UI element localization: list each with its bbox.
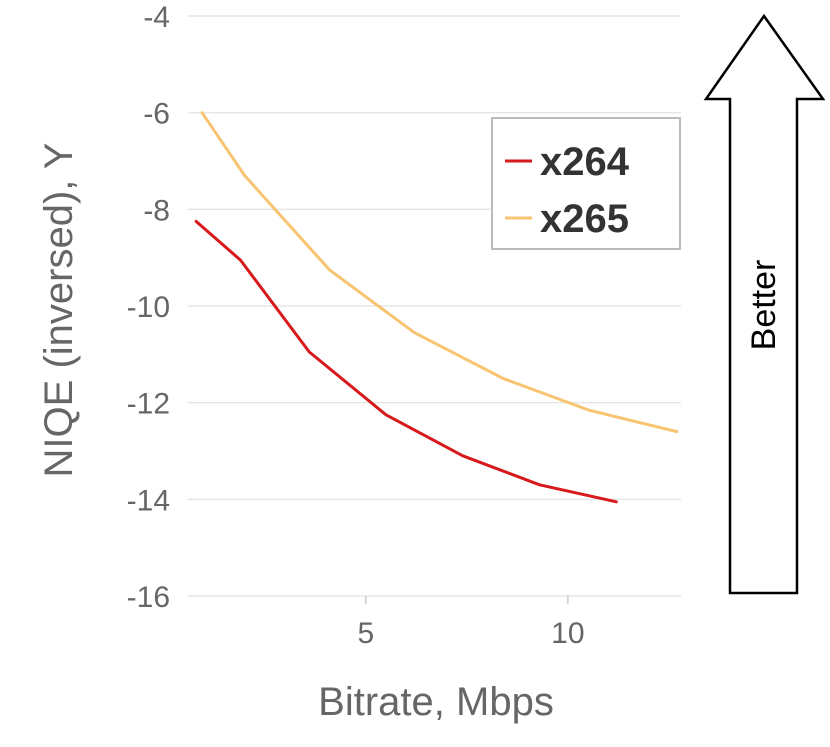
better-arrow: Better	[703, 13, 826, 595]
series-line-x264	[194, 219, 618, 504]
y-axis-title: NIQE (inversed), Y	[37, 143, 81, 478]
legend-box	[491, 117, 681, 250]
y-tick-label: -12	[127, 388, 170, 421]
legend-label-x265: x265	[540, 197, 629, 241]
y-tick-label: -8	[143, 194, 170, 227]
x-axis-title: Bitrate, Mbps	[318, 680, 554, 724]
y-tick-label: -10	[127, 291, 170, 324]
series-lines	[194, 111, 679, 504]
tick-labels: -4 -6 -8 -10 -12 -14 -16 5 10	[127, 1, 585, 650]
arrow-label: Better	[745, 260, 783, 351]
legend-label-x264: x264	[540, 140, 630, 184]
x-tick-label: 10	[551, 617, 584, 650]
series-line-x265	[200, 111, 679, 434]
y-tick-label: -6	[143, 98, 170, 131]
grid-lines	[188, 15, 681, 597]
y-tick-label: -4	[143, 1, 170, 34]
x-tick-label: 5	[357, 617, 374, 650]
up-arrow-icon	[703, 13, 826, 595]
legend: x264 x265	[491, 117, 681, 250]
y-tick-label: -16	[127, 581, 170, 614]
y-tick-label: -14	[127, 484, 170, 517]
